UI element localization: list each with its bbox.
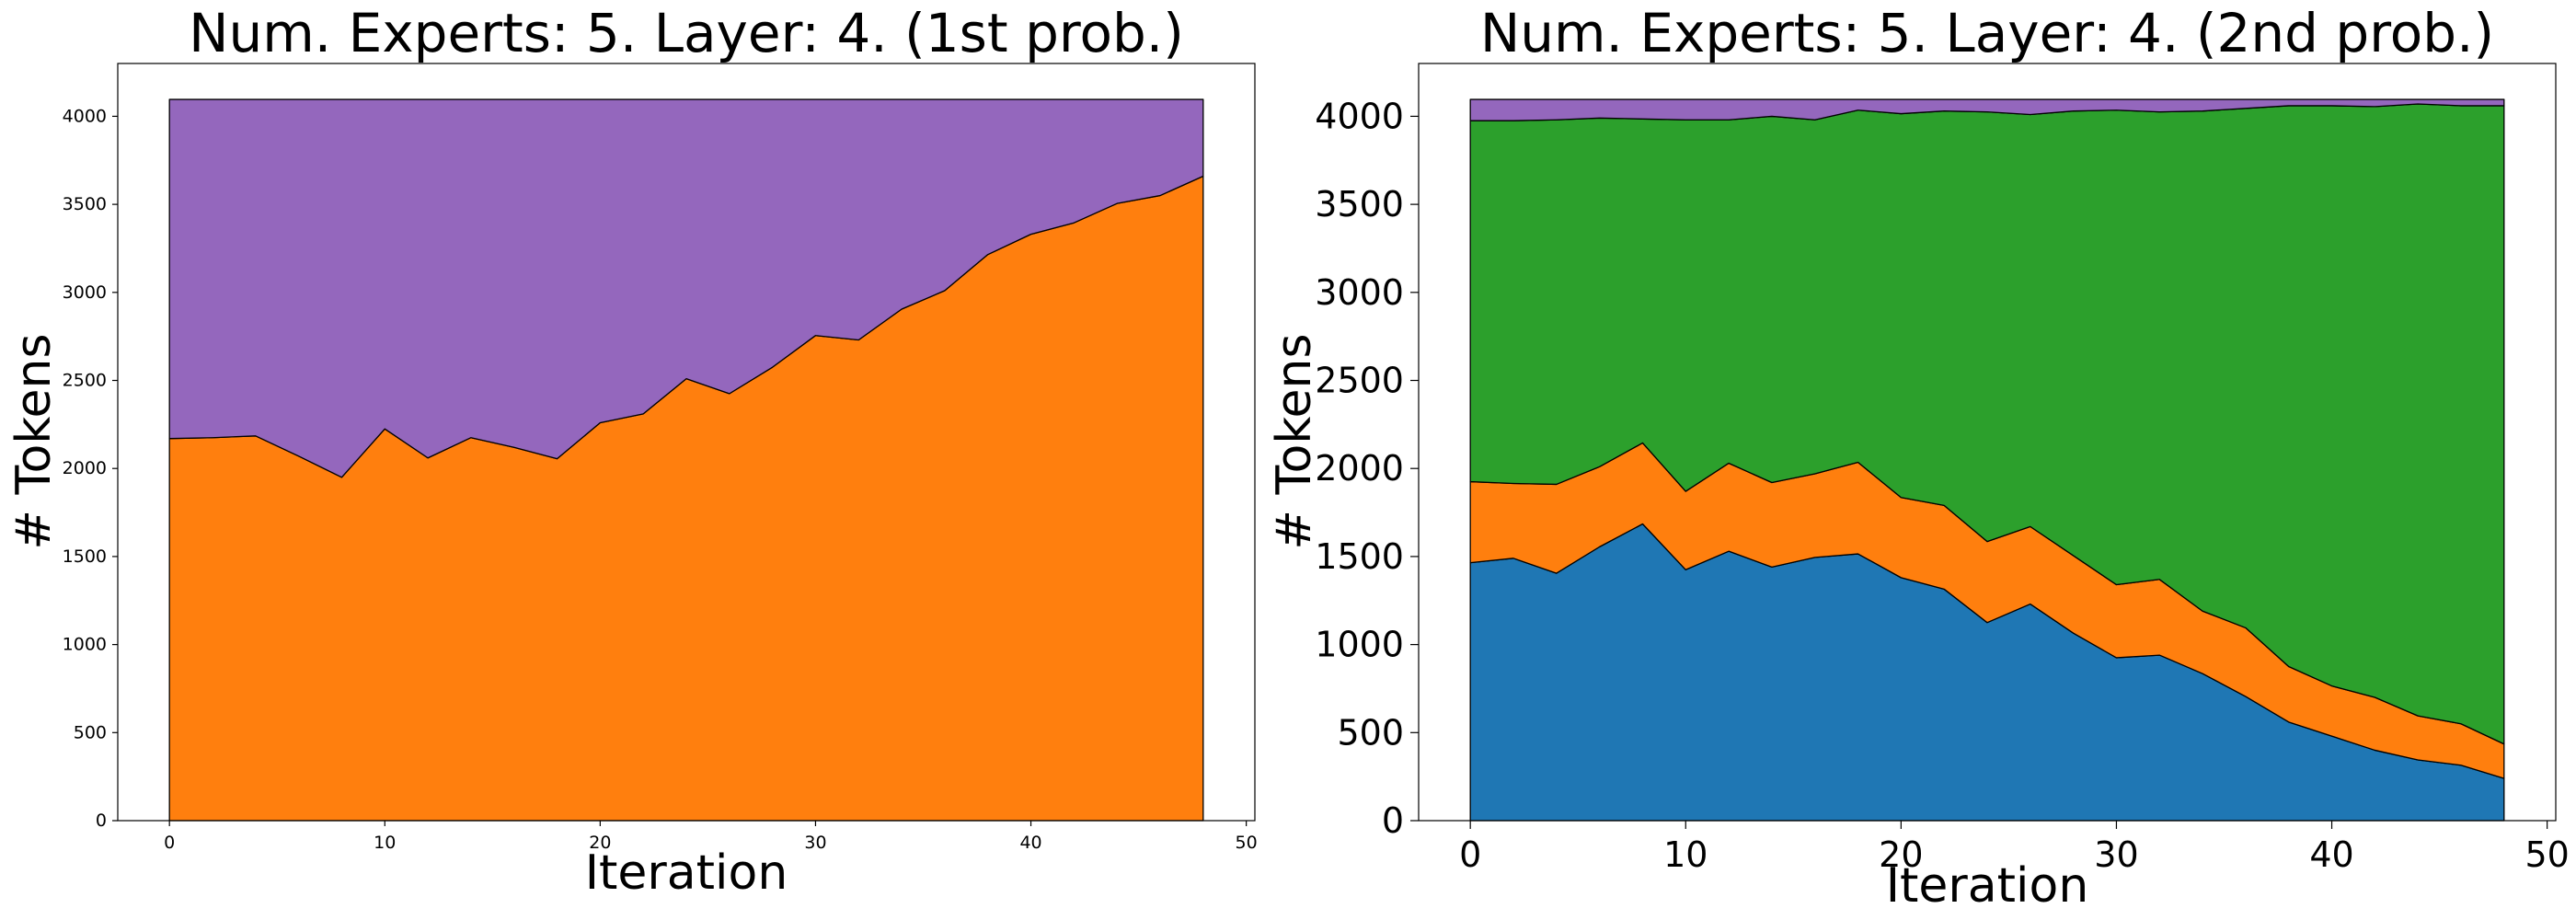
y-tick-group: 0 500 1000 1500 2000 2500 3000 3500 4000 bbox=[63, 106, 118, 831]
x-tick-label: 30 bbox=[804, 833, 826, 853]
y-tick-label: 1000 bbox=[1315, 625, 1404, 665]
chart-title: Num. Experts: 5. Layer: 4. (2nd prob.) bbox=[1480, 2, 2494, 64]
y-axis-label: # Tokens bbox=[6, 333, 62, 549]
x-tick-label: 20 bbox=[589, 833, 611, 853]
chart-title: Num. Experts: 5. Layer: 4. (1st prob.) bbox=[189, 2, 1184, 64]
chart-2nd-prob: 0 10 20 30 40 50 0 500 1000 1500 2000 2500 3000 3500… bbox=[1267, 2, 2570, 914]
y-tick-label: 3500 bbox=[63, 194, 107, 214]
y-tick-label: 3500 bbox=[1315, 184, 1404, 224]
plot-frame bbox=[117, 63, 1256, 822]
area-series-4 bbox=[1469, 98, 2505, 121]
x-tick-label: 0 bbox=[1459, 834, 1481, 875]
y-tick-label: 1500 bbox=[63, 546, 107, 567]
y-tick-label: 500 bbox=[1337, 712, 1404, 753]
x-tick-label: 10 bbox=[1663, 834, 1708, 875]
x-tick-group: 0 10 20 30 40 50 bbox=[1459, 821, 2570, 875]
y-tick-label: 4000 bbox=[63, 106, 107, 126]
area-group bbox=[168, 98, 1204, 822]
area-group bbox=[1469, 98, 2505, 822]
plot-frame bbox=[1418, 63, 2557, 822]
x-tick-label: 10 bbox=[374, 833, 396, 853]
y-axis-label: # Tokens bbox=[1267, 333, 1322, 549]
x-tick-label: 20 bbox=[1879, 834, 1923, 875]
x-tick-group: 0 10 20 30 40 50 bbox=[164, 821, 1258, 853]
y-tick-label: 500 bbox=[74, 722, 107, 742]
x-tick-label: 30 bbox=[2094, 834, 2138, 875]
y-tick-label: 3000 bbox=[63, 282, 107, 303]
y-tick-group: 0 500 1000 1500 2000 2500 3000 3500 4000 bbox=[1315, 96, 1419, 841]
y-tick-label: 0 bbox=[96, 811, 107, 831]
y-tick-label: 0 bbox=[1382, 800, 1404, 841]
x-tick-label: 40 bbox=[1019, 833, 1041, 853]
y-tick-label: 1500 bbox=[1315, 536, 1404, 577]
chart-1st-prob: 0 10 20 30 40 50 0 500 1000 1500 2000 2500 3000 3500… bbox=[6, 2, 1258, 901]
x-axis-label: Iteration bbox=[1886, 858, 2089, 914]
y-tick-label: 4000 bbox=[1315, 96, 1404, 136]
y-tick-label: 1000 bbox=[63, 635, 107, 655]
y-tick-label: 2500 bbox=[63, 371, 107, 391]
x-tick-label: 50 bbox=[2524, 834, 2569, 875]
y-tick-label: 2500 bbox=[1315, 361, 1404, 401]
area-series-2 bbox=[168, 98, 1204, 478]
x-tick-label: 0 bbox=[164, 833, 175, 853]
x-axis-label: Iteration bbox=[585, 845, 788, 901]
y-tick-label: 2000 bbox=[1315, 448, 1404, 489]
y-tick-label: 3000 bbox=[1315, 272, 1404, 313]
y-tick-label: 2000 bbox=[63, 458, 107, 478]
x-tick-label: 40 bbox=[2309, 834, 2353, 875]
x-tick-label: 50 bbox=[1236, 833, 1258, 853]
